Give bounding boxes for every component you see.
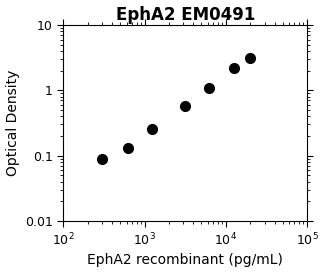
Title: EphA2 EM0491: EphA2 EM0491 <box>116 5 255 23</box>
Y-axis label: Optical Density: Optical Density <box>6 70 19 176</box>
X-axis label: EphA2 recombinant (pg/mL): EphA2 recombinant (pg/mL) <box>87 253 283 268</box>
